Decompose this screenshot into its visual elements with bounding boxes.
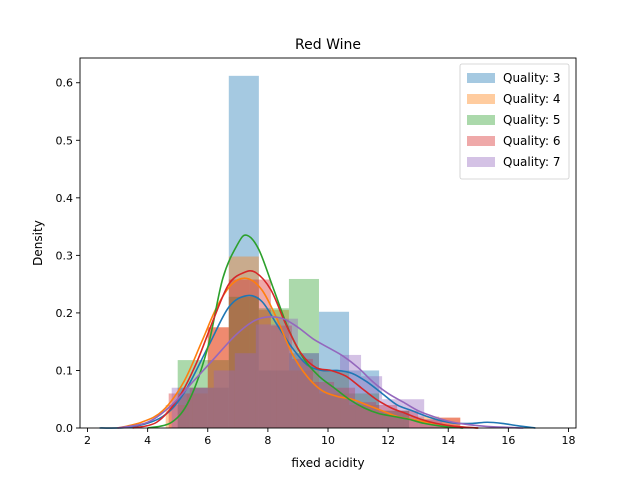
bar-quality-7-9 — [361, 376, 383, 428]
kde-line-quality-7 — [117, 315, 524, 429]
x-tick-label: 8 — [264, 434, 271, 447]
y-axis-ticks: 0.0 0.1 0.2 0.3 0.4 0.5 0.6 — [56, 77, 80, 435]
x-tick-label: 16 — [501, 434, 515, 447]
kde-line-quality-6 — [132, 270, 479, 429]
bar-quality-7-1 — [192, 387, 214, 428]
y-tick-label: 0.5 — [56, 134, 74, 147]
y-tick-label: 0.4 — [56, 192, 74, 205]
x-tick-label: 6 — [204, 434, 211, 447]
bar-quality-4-1 — [186, 393, 208, 428]
bar-quality-4-3 — [228, 256, 259, 428]
x-axis-ticks: 2 4 6 8 10 12 14 16 18 — [84, 428, 575, 447]
bar-quality-5-1 — [207, 360, 229, 428]
bar-quality-7-5 — [276, 318, 298, 428]
bar-quality-4-5 — [288, 370, 319, 428]
bar-quality-6-1 — [189, 387, 208, 428]
bar-quality-7-7 — [318, 370, 341, 428]
x-tick-label: 10 — [321, 434, 335, 447]
bar-quality-7-4 — [255, 324, 277, 428]
x-tick-label: 18 — [561, 434, 575, 447]
legend-swatch — [467, 73, 495, 83]
bar-quality-7-8 — [340, 354, 362, 428]
legend-swatch — [467, 136, 495, 146]
kde-line-quality-3 — [99, 294, 536, 429]
bar-quality-7-3 — [234, 353, 256, 428]
legend-box — [459, 63, 570, 180]
x-tick-label: 14 — [441, 434, 455, 447]
legend-label: Quality: 3 — [503, 71, 561, 85]
kde-curves — [99, 234, 536, 429]
bar-quality-6-8 — [334, 387, 356, 428]
bar-quality-6-2 — [207, 327, 229, 428]
bar-quality-4-6 — [318, 393, 350, 428]
legend-label: Quality: 6 — [503, 134, 561, 148]
x-tick-label: 2 — [84, 434, 91, 447]
x-axis-label: fixed acidity — [291, 456, 364, 470]
bar-quality-5-3 — [258, 308, 289, 428]
kde-line-quality-5 — [147, 234, 464, 429]
bar-quality-5-2 — [228, 296, 259, 428]
kde-line-quality-4 — [117, 277, 479, 429]
legend-label: Quality: 4 — [503, 92, 561, 106]
bar-quality-3-0 — [177, 387, 229, 428]
bar-quality-6-3 — [228, 279, 250, 428]
bar-quality-5-4 — [288, 278, 319, 428]
bar-quality-4-4 — [258, 310, 289, 428]
x-tick-label: 4 — [144, 434, 151, 447]
legend-swatch — [467, 157, 495, 167]
x-tick-label: 12 — [381, 434, 395, 447]
y-axis-label: Density — [31, 220, 45, 266]
bar-quality-6-5 — [270, 325, 292, 428]
bar-quality-4-2 — [207, 327, 229, 428]
y-tick-label: 0.0 — [56, 422, 74, 435]
legend-label: Quality: 7 — [503, 155, 561, 169]
bar-quality-7-10 — [382, 399, 404, 428]
bar-quality-6-9 — [355, 402, 377, 428]
y-tick-label: 0.2 — [56, 307, 74, 320]
legend-label: Quality: 5 — [503, 113, 561, 127]
legend-swatch — [467, 115, 495, 125]
y-tick-label: 0.1 — [56, 364, 74, 377]
legend: Quality: 3 Quality: 4 Quality: 5 Quality: 6… — [459, 63, 570, 180]
legend-swatch — [467, 94, 495, 104]
bar-quality-7-2 — [213, 370, 235, 428]
histogram-bars — [165, 75, 461, 428]
bar-quality-3-2 — [258, 370, 289, 428]
y-tick-label: 0.3 — [56, 249, 74, 262]
y-tick-label: 0.6 — [56, 77, 74, 90]
chart-title: Red Wine — [295, 37, 361, 53]
